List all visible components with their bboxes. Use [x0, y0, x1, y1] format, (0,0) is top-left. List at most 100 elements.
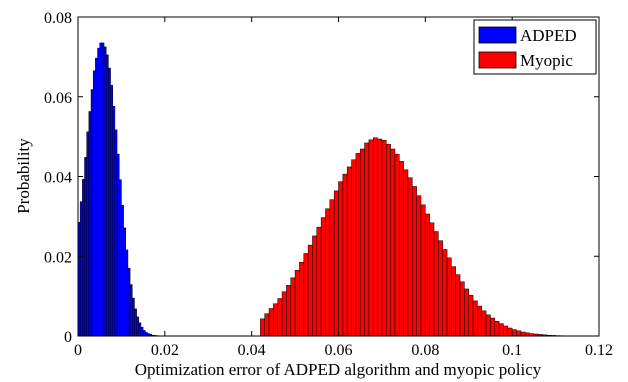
legend-label-adped: ADPED [520, 26, 577, 45]
x-axis-label: Optimization error of ADPED algorithm an… [135, 360, 542, 379]
bar-adped-26 [134, 308, 137, 337]
bar-myopic-22 [355, 153, 361, 337]
bar-myopic-47 [464, 288, 470, 337]
bar-adped-15 [110, 84, 113, 337]
bar-adped-20 [121, 204, 124, 337]
bar-adped-22 [125, 249, 129, 337]
bar-myopic-55 [498, 323, 504, 337]
bar-adped-3 [84, 157, 87, 337]
bar-myopic-29 [386, 143, 391, 337]
bar-myopic-50 [477, 305, 483, 337]
y-tick-label-2: 0.04 [44, 170, 72, 187]
bar-myopic-57 [507, 327, 513, 337]
bar-adped-11 [101, 42, 105, 337]
bar-myopic-20 [346, 166, 352, 337]
bar-myopic-26 [372, 137, 378, 337]
bar-adped-29 [140, 326, 144, 337]
bar-myopic-40 [433, 231, 439, 337]
bar-myopic-49 [472, 300, 478, 337]
bar-adped-7 [92, 70, 96, 337]
bar-adped-27 [136, 316, 140, 337]
bar-adped-9 [97, 47, 100, 337]
bar-myopic-46 [459, 281, 465, 337]
bar-myopic-59 [516, 330, 522, 337]
bar-myopic-31 [394, 153, 400, 337]
bar-myopic-34 [407, 177, 413, 337]
x-tick-label-4: 0.08 [411, 342, 439, 359]
bar-myopic-37 [420, 204, 426, 337]
bar-adped-10 [99, 42, 103, 337]
bar-adped-31 [145, 332, 148, 337]
bar-adped-18 [116, 153, 120, 337]
bar-myopic-43 [446, 257, 452, 337]
bar-myopic-42 [442, 249, 448, 337]
bar-adped-14 [108, 67, 111, 337]
bar-myopic-15 [325, 208, 331, 337]
bar-adped-17 [114, 129, 118, 337]
bar-myopic-32 [399, 161, 404, 337]
x-tick-label-2: 0.04 [238, 342, 266, 359]
bar-myopic-56 [503, 325, 509, 337]
bar-myopic-38 [425, 213, 430, 337]
bar-myopic-11 [307, 244, 313, 337]
bar-myopic-19 [342, 173, 348, 337]
bar-myopic-6 [286, 285, 291, 337]
bar-myopic-41 [438, 240, 443, 337]
bar-myopic-35 [412, 186, 417, 337]
bar-myopic-33 [403, 169, 409, 337]
bar-myopic-44 [451, 266, 456, 337]
bar-adped-1 [79, 201, 83, 337]
bar-myopic-23 [359, 148, 365, 337]
bar-myopic-36 [416, 195, 422, 337]
bar-adped-4 [86, 131, 90, 337]
bar-myopic-8 [294, 269, 300, 337]
legend-label-myopic: Myopic [520, 51, 573, 70]
bar-myopic-39 [429, 222, 435, 337]
y-tick-label-1: 0.02 [44, 249, 72, 266]
x-tick-label-0: 0 [74, 342, 82, 359]
bar-adped-19 [119, 179, 122, 337]
bar-myopic-48 [468, 295, 474, 337]
bar-adped-28 [138, 322, 142, 337]
bar-myopic-12 [312, 235, 318, 337]
bar-myopic-21 [351, 159, 357, 337]
bar-myopic-0 [260, 318, 265, 337]
bar-myopic-3 [273, 303, 278, 337]
x-tick-label-1: 0.02 [151, 342, 179, 359]
bar-myopic-53 [490, 317, 496, 337]
bar-myopic-25 [368, 139, 374, 337]
bar-myopic-16 [329, 199, 335, 337]
bar-myopic-27 [377, 138, 383, 337]
bar-myopic-60 [520, 331, 526, 337]
y-tick-label-4: 0.08 [44, 10, 72, 27]
x-tick-label-5: 0.1 [502, 342, 522, 359]
bar-adped-12 [103, 46, 107, 337]
bar-adped-16 [112, 106, 116, 337]
bar-myopic-2 [268, 308, 274, 337]
bar-myopic-4 [277, 298, 283, 337]
bar-myopic-58 [511, 329, 517, 337]
bar-myopic-13 [316, 226, 322, 337]
bar-adped-8 [95, 57, 98, 337]
legend-swatch-myopic [478, 51, 517, 69]
bar-myopic-1 [264, 313, 270, 337]
ticks-layer: 0 0.02 0.04 0.06 0.08 0.1 0.12 0 0.02 0.04 0.06 0.0… [44, 10, 613, 359]
bar-adped-5 [88, 111, 92, 337]
bar-myopic-9 [299, 261, 305, 337]
bar-myopic-14 [320, 217, 326, 337]
y-axis-label: Probability [14, 138, 33, 214]
bar-adped-21 [123, 227, 127, 337]
bar-myopic-30 [390, 148, 396, 337]
bar-adped-13 [105, 54, 109, 337]
bar-myopic-10 [303, 253, 309, 337]
x-tick-label-6: 0.12 [585, 342, 613, 359]
bar-adped-23 [127, 267, 131, 337]
bar-myopic-24 [364, 142, 370, 337]
bar-myopic-18 [338, 181, 344, 337]
bar-adped-25 [132, 297, 135, 337]
x-tick-label-3: 0.06 [325, 342, 353, 359]
y-tick-label-3: 0.06 [44, 90, 72, 107]
bar-myopic-17 [333, 190, 339, 337]
bar-myopic-52 [485, 314, 491, 337]
